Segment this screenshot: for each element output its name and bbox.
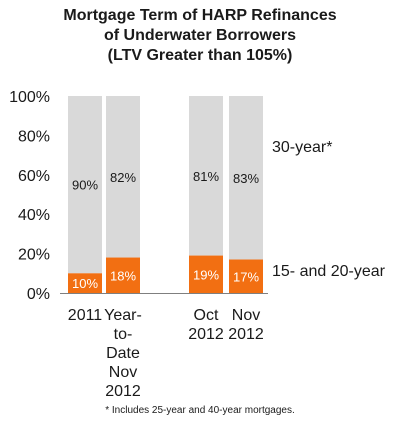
y-tick-label: 20% (18, 247, 50, 264)
data-label-30-year: 81% (193, 169, 219, 184)
x-category-label: Year-to-Date Nov 2012 (104, 307, 142, 400)
bar-segment-15-20-year (106, 257, 140, 293)
bar-segment-30-year (68, 96, 102, 274)
chart-title-line-2: of Underwater Borrowers (103, 27, 297, 44)
legend-label-15-20-year: 15- and 20-year (272, 263, 386, 280)
y-tick-label: 60% (18, 168, 50, 185)
chart-footnote: * Includes 25-year and 40-year mortgages… (105, 405, 295, 416)
data-label-15-20-year: 10% (72, 276, 98, 291)
y-tick-label: 0% (27, 286, 50, 303)
bar-segment-30-year (106, 96, 140, 258)
x-category-label: 2011 (68, 307, 103, 324)
chart-title: Mortgage Term of HARP Refinances of Unde… (0, 6, 400, 66)
data-label-15-20-year: 17% (233, 269, 259, 284)
data-label-15-20-year: 19% (193, 267, 219, 282)
data-label-15-20-year: 18% (110, 268, 136, 283)
bar-segment-15-20-year (68, 273, 102, 293)
chart-title-line-1: Mortgage Term of HARP Refinances (63, 7, 337, 24)
data-label-30-year: 83% (233, 171, 259, 186)
bar-segment-15-20-year (229, 259, 263, 293)
data-label-30-year: 90% (72, 178, 98, 193)
chart-title-line-3: (LTV Greater than 105%) (107, 47, 293, 64)
bar-segment-30-year (189, 96, 223, 256)
x-category-label: Oct 2012 (188, 307, 224, 343)
data-label-30-year: 82% (110, 170, 136, 185)
bar-segment-15-20-year (189, 255, 223, 293)
x-category-label: Nov 2012 (228, 307, 264, 343)
legend-label-30-year: 30-year* (272, 139, 332, 156)
y-tick-label: 100% (9, 89, 50, 106)
y-tick-label: 40% (18, 207, 50, 224)
bar-segment-30-year (229, 96, 263, 260)
y-tick-label: 80% (18, 128, 50, 145)
